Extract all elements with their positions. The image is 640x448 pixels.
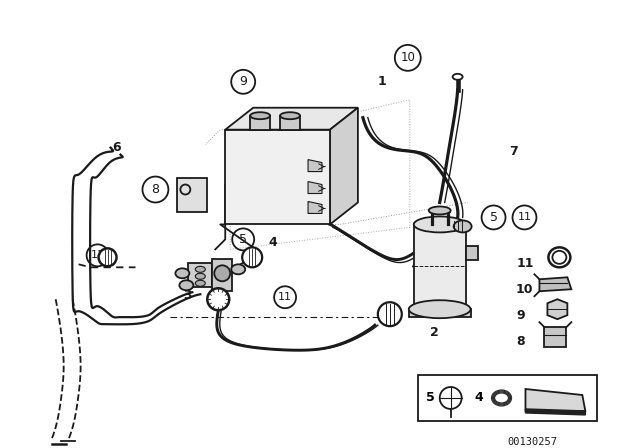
Text: 10: 10 xyxy=(401,52,415,65)
Text: 4: 4 xyxy=(268,236,277,249)
Bar xyxy=(418,375,597,421)
Polygon shape xyxy=(308,181,322,194)
Polygon shape xyxy=(540,277,572,291)
Ellipse shape xyxy=(280,112,300,119)
Ellipse shape xyxy=(195,266,205,272)
Polygon shape xyxy=(177,177,207,212)
Text: 8: 8 xyxy=(516,335,525,348)
Text: 11: 11 xyxy=(278,292,292,302)
Text: 00130257: 00130257 xyxy=(508,437,557,447)
Polygon shape xyxy=(225,108,358,129)
Circle shape xyxy=(99,248,116,266)
Polygon shape xyxy=(308,202,322,213)
Text: 11: 11 xyxy=(518,212,531,223)
Ellipse shape xyxy=(195,273,205,279)
Ellipse shape xyxy=(195,280,205,286)
Ellipse shape xyxy=(429,207,451,215)
Polygon shape xyxy=(188,263,212,287)
Text: 5: 5 xyxy=(490,211,497,224)
Polygon shape xyxy=(525,409,586,415)
Text: 6: 6 xyxy=(113,141,121,154)
Bar xyxy=(466,246,477,260)
Text: 1: 1 xyxy=(378,75,387,88)
Text: 11: 11 xyxy=(516,257,534,270)
Circle shape xyxy=(440,387,461,409)
Text: 10: 10 xyxy=(515,283,533,296)
Polygon shape xyxy=(547,299,568,319)
Polygon shape xyxy=(308,159,322,172)
Text: 9: 9 xyxy=(516,309,525,322)
Ellipse shape xyxy=(179,280,193,290)
Text: 9: 9 xyxy=(239,75,247,88)
Bar xyxy=(545,327,566,347)
Circle shape xyxy=(242,247,262,267)
Polygon shape xyxy=(212,259,232,291)
Ellipse shape xyxy=(250,112,270,119)
Ellipse shape xyxy=(454,220,472,233)
Circle shape xyxy=(207,288,229,310)
Text: 2: 2 xyxy=(429,326,438,339)
Ellipse shape xyxy=(175,268,189,278)
Bar xyxy=(280,116,300,129)
Text: 5: 5 xyxy=(239,233,247,246)
Text: 11: 11 xyxy=(91,250,104,260)
Text: 8: 8 xyxy=(152,183,159,196)
Bar xyxy=(250,116,270,129)
Polygon shape xyxy=(330,108,358,224)
Bar xyxy=(413,224,466,309)
Ellipse shape xyxy=(409,300,470,318)
Ellipse shape xyxy=(231,264,245,274)
Polygon shape xyxy=(525,389,586,411)
Ellipse shape xyxy=(552,251,566,264)
Polygon shape xyxy=(409,309,470,317)
Ellipse shape xyxy=(413,216,466,233)
Ellipse shape xyxy=(452,74,463,80)
Text: 7: 7 xyxy=(509,145,518,158)
Ellipse shape xyxy=(548,247,570,267)
Polygon shape xyxy=(225,129,330,224)
Text: 4: 4 xyxy=(475,392,483,405)
Circle shape xyxy=(214,265,230,281)
Circle shape xyxy=(378,302,402,326)
Text: 3: 3 xyxy=(183,289,192,302)
Text: 5: 5 xyxy=(426,392,435,405)
